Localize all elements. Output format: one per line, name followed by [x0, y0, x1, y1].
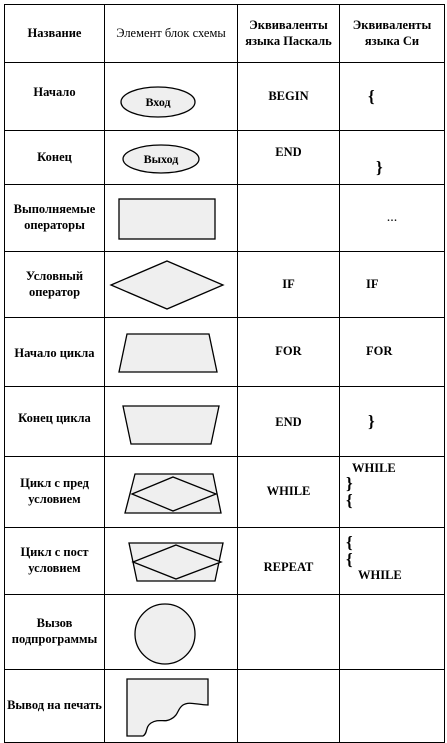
- row-name: Выполняемые операторы: [4, 184, 105, 252]
- row-c: {: [339, 62, 445, 131]
- row-c: IF: [339, 251, 445, 318]
- process-shape: [104, 184, 238, 252]
- row-pascal: BEGIN: [237, 62, 340, 131]
- flowchart-symbols-table: Название Элемент блок схемы Эквиваленты …: [4, 4, 445, 743]
- row-pascal: END: [237, 386, 340, 457]
- row-pascal: [237, 669, 340, 743]
- row-pascal: [237, 184, 340, 252]
- table-row: Цикл с пост условием REPEAT { { WHILE: [4, 527, 445, 595]
- row-pascal: [237, 594, 340, 670]
- row-c: { { WHILE: [339, 527, 445, 595]
- row-c: [339, 594, 445, 670]
- row-name: Вызов подпрограммы: [4, 594, 105, 670]
- row-c: ...: [339, 184, 445, 252]
- header-name: Название: [4, 4, 105, 63]
- table-row: Условный оператор IF IF: [4, 251, 445, 318]
- row-pascal: WHILE: [237, 456, 340, 528]
- row-pascal: END: [237, 130, 340, 185]
- row-c: FOR: [339, 317, 445, 387]
- row-name: Конец цикла: [4, 386, 105, 457]
- header-c: Эквиваленты языка Си: [339, 4, 445, 63]
- row-c: WHILE } {: [339, 456, 445, 528]
- start-shape-label: Вход: [145, 95, 170, 109]
- postcondition-loop-shape: [104, 527, 238, 595]
- loop-start-shape: [104, 317, 238, 387]
- start-terminator-shape: Вход: [104, 62, 238, 131]
- table-row: Выполняемые операторы ...: [4, 184, 445, 252]
- header-shape: Элемент блок схемы: [104, 4, 238, 63]
- row-c: }: [339, 130, 445, 185]
- row-name: Конец: [4, 130, 105, 185]
- header-pascal: Эквиваленты языка Паскаль: [237, 4, 340, 63]
- row-name: Условный оператор: [4, 251, 105, 318]
- table-row: Вызов подпрограммы: [4, 594, 445, 670]
- row-name: Начало цикла: [4, 317, 105, 387]
- end-shape-label: Выход: [144, 152, 179, 166]
- precondition-loop-shape: [104, 456, 238, 528]
- table-row: Цикл с пред условием WHILE WHILE } {: [4, 456, 445, 528]
- row-name: Начало: [4, 62, 105, 131]
- loop-end-shape: [104, 386, 238, 457]
- row-name: Цикл с пост условием: [4, 527, 105, 595]
- row-name: Цикл с пред условием: [4, 456, 105, 528]
- row-pascal: IF: [237, 251, 340, 318]
- table-row: Конец цикла END }: [4, 386, 445, 457]
- table-row: Начало цикла FOR FOR: [4, 317, 445, 387]
- row-c: [339, 669, 445, 743]
- table-row: Конец Выход END }: [4, 130, 445, 185]
- print-output-shape: [104, 669, 238, 743]
- decision-shape: [104, 251, 238, 318]
- row-pascal: FOR: [237, 317, 340, 387]
- row-name: Вывод на печать: [4, 669, 105, 743]
- table-row: Начало Вход BEGIN {: [4, 62, 445, 131]
- table-row: Вывод на печать: [4, 669, 445, 743]
- row-c: }: [339, 386, 445, 457]
- row-pascal: REPEAT: [237, 527, 340, 595]
- end-terminator-shape: Выход: [104, 130, 238, 185]
- header-row: Название Элемент блок схемы Эквиваленты …: [4, 4, 445, 63]
- subroutine-call-shape: [104, 594, 238, 670]
